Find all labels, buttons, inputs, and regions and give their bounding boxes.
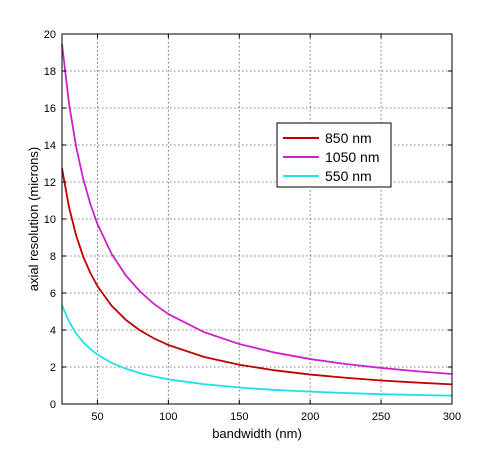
y-tick-label: 6 (50, 288, 56, 300)
legend-label-850-nm: 850 nm (325, 130, 372, 146)
axis-ticks (62, 33, 453, 405)
x-tick-labels: 50 100 150 200 250 300 (91, 411, 461, 423)
x-tick-label: 50 (91, 411, 103, 423)
y-tick-label: 4 (50, 325, 56, 337)
y-tick-labels: 0 2 4 6 8 10 12 14 16 18 20 (44, 29, 56, 411)
x-tick-label: 100 (159, 411, 177, 423)
y-tick-label: 14 (44, 140, 56, 152)
y-tick-label: 16 (44, 103, 56, 115)
y-tick-label: 18 (44, 66, 56, 78)
series-line-850-nm (61, 168, 453, 386)
y-tick-label: 0 (50, 399, 56, 411)
y-axis-label: axial resolution (microns) (26, 147, 41, 292)
y-tick-label: 20 (44, 29, 56, 41)
x-tick-label: 150 (230, 411, 248, 423)
series-line-550-nm (61, 304, 453, 397)
y-tick-label: 2 (50, 362, 56, 374)
x-tick-label: 300 (443, 411, 461, 423)
legend-label-1050-nm: 1050 nm (325, 149, 379, 165)
series-lines (61, 44, 453, 397)
x-axis-label: bandwidth (nm) (212, 426, 302, 441)
x-tick-label: 200 (301, 411, 319, 423)
series-line-1050-nm (61, 44, 453, 375)
x-tick-label: 250 (372, 411, 390, 423)
legend-label-550-nm: 550 nm (325, 168, 372, 184)
y-tick-label: 10 (44, 214, 56, 226)
y-tick-label: 8 (50, 251, 56, 263)
legend: 850 nm 1050 nm 550 nm (276, 122, 392, 188)
y-tick-label: 12 (44, 177, 56, 189)
